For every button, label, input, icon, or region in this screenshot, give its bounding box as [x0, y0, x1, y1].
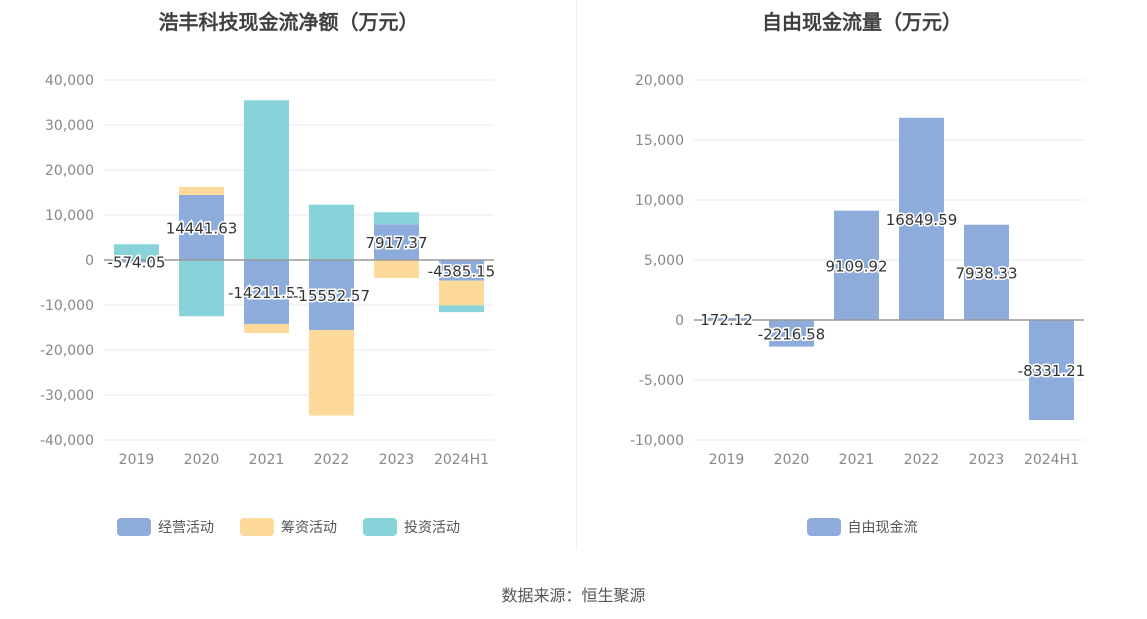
bar-投资活动: [114, 244, 159, 260]
data-label: 9109.92: [825, 257, 887, 275]
bar-投资活动: [309, 204, 354, 260]
x-tick-label: 2019: [119, 452, 155, 468]
data-label: 7917.37: [365, 234, 427, 252]
y-tick-label: 0: [85, 253, 94, 269]
x-tick-label: 2020: [184, 452, 220, 468]
y-tick-label: 20,000: [45, 163, 94, 179]
y-tick-label: 30,000: [45, 118, 94, 134]
y-tick-label: -40,000: [40, 433, 94, 449]
free-cash-flow-plot: 20,000 15,000 10,000 5,000 0 -5,000 -10,000 201…: [630, 73, 1087, 468]
bar-自由现金流: [834, 210, 879, 320]
y-tick-label: 5,000: [644, 253, 684, 269]
legend-swatch: [363, 518, 397, 536]
bar-经营活动: [179, 195, 224, 260]
cash-flow-net-plot: 40,000 30,000 20,000 10,000 0 -10,000 -20,000 -…: [40, 73, 497, 468]
legend-item[interactable]: 投资活动: [363, 517, 460, 537]
x-tick-label: 2021: [839, 452, 875, 468]
legend-item[interactable]: 经营活动: [117, 517, 214, 537]
y-tick-label: 40,000: [45, 73, 94, 89]
x-tick-label: 2019: [709, 452, 745, 468]
chart-title: 浩丰科技现金流净额（万元）: [158, 10, 419, 34]
x-tick-label: 2020: [774, 452, 810, 468]
free-cash-flow-chart: 自由现金流量（万元） 20,000 15,000 10,000 5,000 0 -5,00…: [577, 0, 1147, 550]
cash-flow-net-chart: 浩丰科技现金流净额（万元） 40,000 30,000 20,000 10,000 0-…: [0, 0, 577, 550]
bar-筹资活动: [179, 186, 224, 196]
y-tick-label: 15,000: [635, 133, 684, 149]
chart-legend: 自由现金流: [577, 517, 1147, 537]
data-label: 14441.63: [166, 220, 238, 238]
bar-筹资活动: [244, 323, 289, 333]
legend-label: 筹资活动: [281, 520, 337, 536]
bar-自由现金流: [769, 320, 814, 347]
chart-legend: 经营活动 筹资活动 投资活动: [0, 517, 577, 537]
y-tick-label: 10,000: [635, 193, 684, 209]
legend-swatch: [240, 518, 274, 536]
bar-经营活动: [114, 260, 159, 263]
data-label: -8331.21: [1018, 362, 1085, 380]
bar-投资活动: [439, 305, 484, 313]
legend-swatch: [806, 518, 841, 536]
bar-自由现金流: [1029, 320, 1074, 420]
legend-swatch: [117, 518, 151, 536]
y-tick-label: -10,000: [40, 298, 94, 314]
legend-item[interactable]: 筹资活动: [240, 517, 337, 537]
y-tick-label: -10,000: [630, 433, 684, 449]
bar-自由现金流: [899, 117, 944, 320]
data-label: 172.12: [700, 311, 753, 329]
legend-label: 经营活动: [158, 520, 214, 536]
data-label: -14211.53: [228, 284, 305, 302]
y-tick-label: -5,000: [639, 373, 684, 389]
bar-投资活动: [179, 260, 224, 317]
bar-经营活动: [309, 260, 354, 330]
bar-投资活动: [374, 212, 419, 225]
bar-自由现金流: [704, 317, 749, 320]
x-tick-label: 2022: [314, 452, 350, 468]
data-label: -4585.15: [428, 262, 495, 280]
x-tick-label: 2021: [249, 452, 285, 468]
y-tick-label: -30,000: [40, 388, 94, 404]
bar-投资活动: [244, 100, 289, 260]
data-source-note: 数据来源：恒生聚源: [501, 586, 646, 605]
bar-经营活动: [439, 260, 484, 281]
x-tick-label: 2023: [969, 452, 1005, 468]
legend-label: 投资活动: [404, 520, 460, 536]
bar-经营活动: [374, 224, 419, 260]
panel-divider: [576, 0, 577, 550]
chart-title: 自由现金流量（万元）: [762, 10, 962, 34]
data-label: -574.05: [108, 253, 166, 271]
data-label: 7938.33: [955, 264, 1017, 282]
bar-筹资活动: [374, 260, 419, 278]
legend-item[interactable]: 自由现金流: [806, 517, 918, 537]
x-tick-label: 2024H1: [434, 452, 489, 468]
legend-label: 自由现金流: [847, 520, 918, 536]
y-tick-label: -20,000: [40, 343, 94, 359]
bar-自由现金流: [964, 224, 1009, 320]
y-tick-label: 20,000: [635, 73, 684, 89]
y-tick-label: 10,000: [45, 208, 94, 224]
bar-筹资活动: [439, 280, 484, 306]
x-tick-label: 2022: [904, 452, 940, 468]
x-tick-label: 2023: [379, 452, 415, 468]
bar-筹资活动: [309, 329, 354, 416]
bar-经营活动: [244, 260, 289, 324]
data-label: -15552.57: [293, 287, 370, 305]
y-tick-label: 0: [675, 313, 684, 329]
data-label: -2216.58: [758, 325, 825, 343]
x-tick-label: 2024H1: [1024, 452, 1079, 468]
data-label: 16849.59: [886, 211, 958, 229]
